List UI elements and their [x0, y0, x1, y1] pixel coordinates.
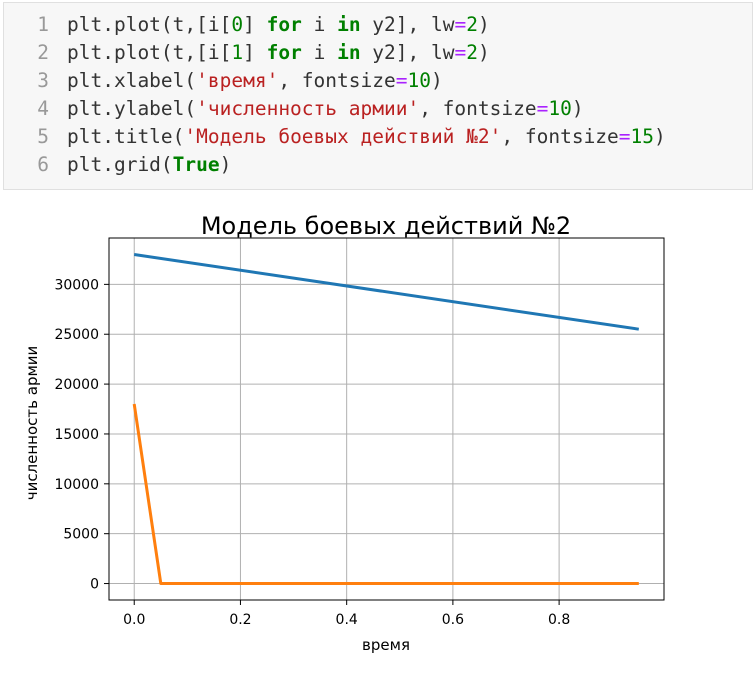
code-token: True [172, 153, 220, 176]
code-token: ) [571, 97, 584, 120]
y-tick-label: 5000 [63, 527, 99, 543]
code-token: 'Модель боевых действий №2' [184, 125, 502, 148]
code-text[interactable]: plt.plot(t,[i[0] for i in y2], lw=2) [67, 11, 490, 39]
code-token: plt.grid( [67, 153, 173, 176]
code-line[interactable]: 4 plt.ylabel('численность армии', fontsiz… [4, 95, 752, 123]
y-axis-label: численность армии [23, 346, 41, 501]
code-line[interactable]: 2 plt.plot(t,[i[1] for i in y2], lw=2) [4, 39, 752, 67]
x-tick-label: 0.6 [442, 612, 464, 628]
line-number: 2 [37, 41, 49, 64]
x-axis-ticks: 0.0 0.2 0.4 0.6 0.8 [123, 600, 570, 628]
code-token: ] [243, 13, 267, 36]
x-tick-label: 0.8 [548, 612, 570, 628]
code-token: i [301, 41, 338, 64]
code-token: 0 [231, 13, 244, 36]
code-line[interactable]: 1 plt.plot(t,[i[0] for i in y2], lw=2) [4, 11, 752, 39]
code-token: , fontsize [278, 69, 396, 92]
axes-frame [108, 237, 665, 601]
code-token: 2 [466, 41, 478, 64]
code-token: ] [243, 41, 267, 64]
code-token: = [454, 41, 467, 64]
code-token: , fontsize [501, 125, 619, 148]
code-token: plt.ylabel( [67, 97, 197, 120]
code-token: for [266, 13, 302, 36]
x-axis-label: время [362, 636, 410, 654]
code-token: ) [654, 125, 666, 148]
line-number: 3 [37, 69, 49, 92]
code-line[interactable]: 5 plt.title('Модель боевых действий №2', … [4, 123, 752, 151]
y-axis-ticks: 0 5000 10000 15000 20000 25000 30000 [54, 277, 109, 593]
code-line[interactable]: 6 plt.grid(True) [4, 151, 752, 179]
code-token: ) [430, 69, 443, 92]
code-token: = [395, 69, 408, 92]
code-token: ) [219, 153, 232, 176]
y-tick-label: 15000 [54, 427, 99, 443]
code-token: 10 [407, 69, 431, 92]
x-tick-label: 0.0 [123, 612, 145, 628]
code-token: in [337, 13, 361, 36]
code-text[interactable]: plt.title('Модель боевых действий №2', f… [67, 123, 666, 151]
code-token: plt.xlabel( [67, 69, 197, 92]
x-tick-label: 0.4 [336, 612, 358, 628]
code-text[interactable]: plt.xlabel('время', fontsize=10) [67, 67, 443, 95]
code-token: y2], lw [360, 41, 455, 64]
line-number: 1 [37, 13, 49, 36]
code-token: = [618, 125, 631, 148]
y-tick-label: 30000 [54, 277, 99, 293]
y-tick-label: 25000 [54, 327, 99, 343]
chart-title: Модель боевых действий №2 [201, 212, 571, 240]
code-token: i [301, 13, 338, 36]
code-token: ) [477, 41, 490, 64]
code-token: for [266, 41, 302, 64]
line-number: 6 [37, 153, 49, 176]
code-token: plt.plot(t,[i[ [67, 41, 232, 64]
y-tick-label: 20000 [54, 377, 99, 393]
x-tick-label: 0.2 [229, 612, 251, 628]
line-number: 4 [37, 97, 49, 120]
code-token: plt.plot(t,[i[ [67, 13, 232, 36]
cell-output: 0.0 0.2 0.4 0.6 0.8 0 5000 10000 15000 20000 2500… [0, 200, 756, 674]
code-line[interactable]: 3 plt.xlabel('время', fontsize=10) [4, 67, 752, 95]
code-editor[interactable]: 1 plt.plot(t,[i[0] for i in y2], lw=2) 2 pl… [4, 11, 752, 179]
y-tick-label: 10000 [54, 477, 99, 493]
code-token: y2], lw [360, 13, 455, 36]
code-token: 10 [548, 97, 572, 120]
code-token: , fontsize [419, 97, 537, 120]
code-token: 2 [466, 13, 478, 36]
y-tick-label: 0 [90, 577, 99, 593]
series-line-2 [132, 403, 639, 585]
code-cell[interactable]: 1 plt.plot(t,[i[0] for i in y2], lw=2) 2 pl… [3, 2, 753, 190]
code-token: = [454, 13, 467, 36]
code-text[interactable]: plt.plot(t,[i[1] for i in y2], lw=2) [67, 39, 490, 67]
line-number: 5 [37, 125, 49, 148]
line-chart: 0.0 0.2 0.4 0.6 0.8 0 5000 10000 15000 20000 2500… [23, 212, 665, 654]
code-text[interactable]: plt.ylabel('численность армии', fontsize… [67, 95, 584, 123]
code-token: 15 [630, 125, 655, 148]
code-token: 'численность армии' [196, 97, 420, 120]
code-token: in [337, 41, 361, 64]
code-token: = [536, 97, 549, 120]
code-token: ) [477, 13, 490, 36]
series-lines [132, 253, 640, 585]
code-token: 1 [231, 41, 244, 64]
series-line-1 [133, 253, 640, 331]
code-token: 'время' [196, 69, 279, 92]
code-token: plt.title( [67, 125, 185, 148]
code-text[interactable]: plt.grid(True) [67, 151, 231, 179]
